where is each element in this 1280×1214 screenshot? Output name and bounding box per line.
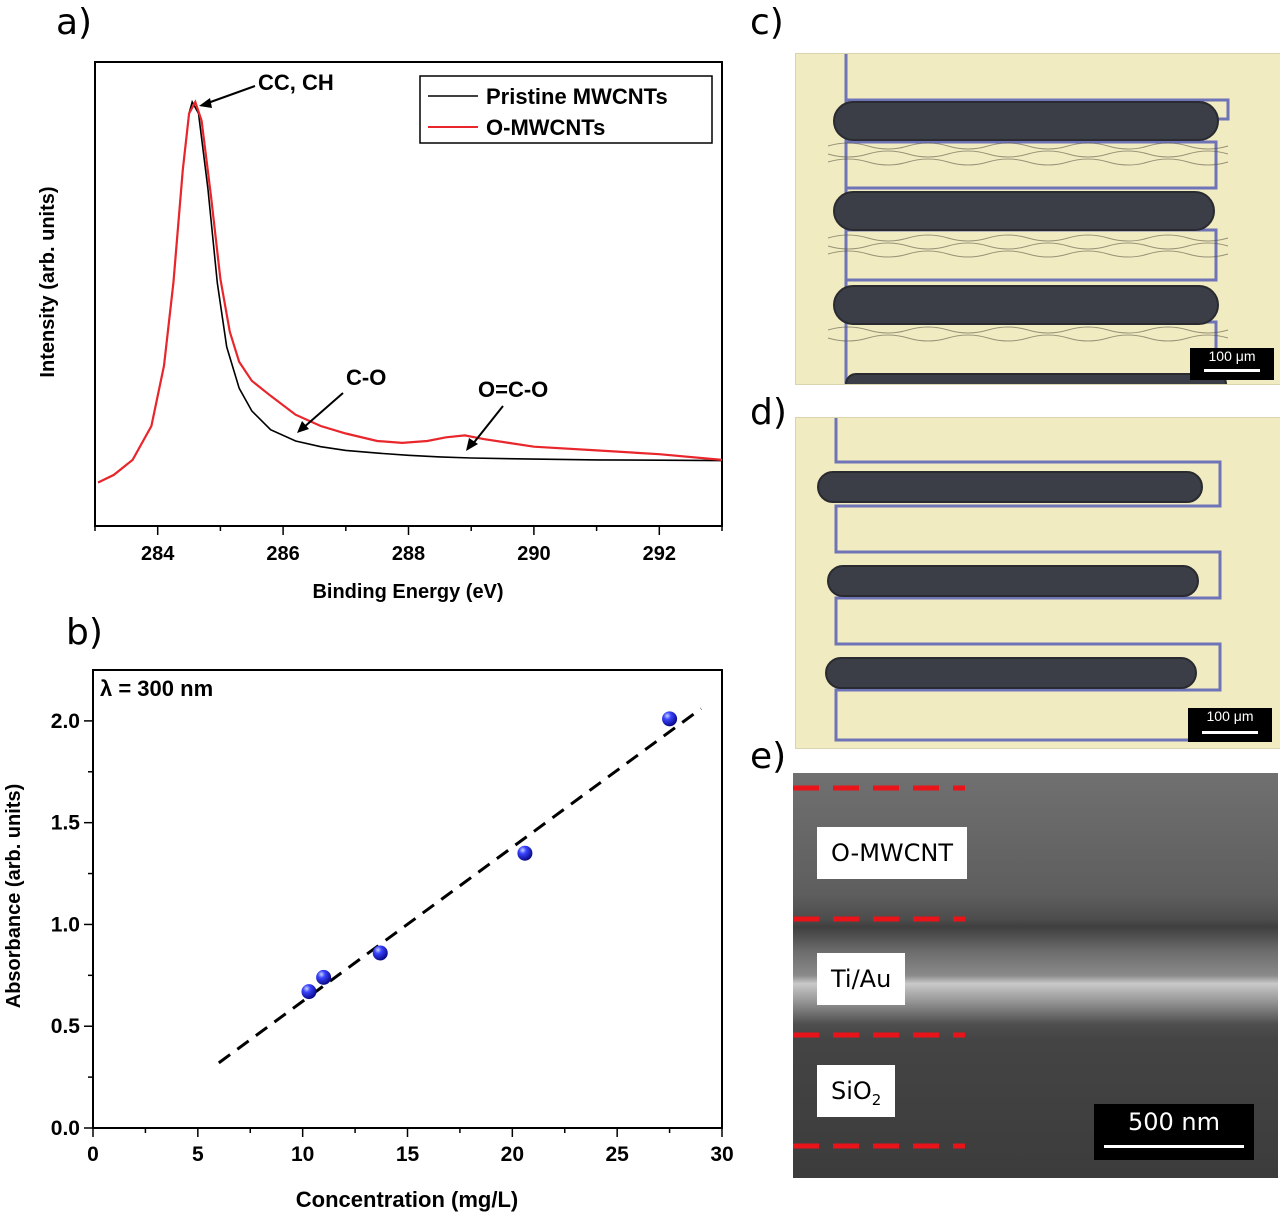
layer-label-omwcnt: O-MWCNT xyxy=(817,827,968,879)
arrowhead-o-c-o xyxy=(466,438,478,451)
absorbance-x-axis-title: Concentration (mg/L) xyxy=(296,1187,518,1212)
micrograph-d: 100 μm xyxy=(795,417,1280,749)
sem-scale-line xyxy=(1104,1145,1244,1148)
micrograph-d-drawing xyxy=(817,418,1226,742)
arrow-o-c-o xyxy=(471,405,504,446)
micrograph-d-scale-bar: 100 μm xyxy=(1188,708,1272,742)
xps-x-axis-title: Binding Energy (eV) xyxy=(312,581,503,603)
absorbance-x-tick-label: 15 xyxy=(396,1143,420,1166)
absorbance-y-tick-label: 0.0 xyxy=(51,1117,80,1140)
absorbance-y-tick-label: 2.0 xyxy=(51,710,80,733)
arrow-c-o xyxy=(302,392,344,429)
series-line-pristine xyxy=(97,99,723,484)
absorbance-x-tick-label: 20 xyxy=(501,1143,524,1166)
sem-scale-bar: 500 nm xyxy=(1094,1104,1254,1160)
sem-cross-section: O-MWCNT Ti/Au SiO2 500 nm xyxy=(793,773,1278,1178)
arrowhead-c-o xyxy=(297,421,309,433)
xps-x-tick-label: 292 xyxy=(643,543,676,565)
legend-label-pristine: Pristine MWCNTs xyxy=(486,84,668,109)
absorbance-chart: 0 5 10 15 20 25 30 0.0 0.5 1.0 1.5 2.0 λ = 300 nm C… xyxy=(3,669,734,1212)
data-point xyxy=(301,984,317,1000)
panel-label-c: c) xyxy=(750,2,784,43)
layer-label-tiau: Ti/Au xyxy=(817,953,906,1005)
annotation-c-o: C-O xyxy=(346,365,386,390)
sio2-main-text: SiO xyxy=(831,1077,872,1105)
arrowhead-cc-ch xyxy=(199,98,212,108)
absorbance-x-tick-label: 10 xyxy=(291,1143,314,1166)
annotation-cc-ch: CC, CH xyxy=(258,70,334,95)
sio2-subscript: 2 xyxy=(871,1090,882,1109)
absorbance-y-tick-label: 0.5 xyxy=(51,1015,81,1038)
micrograph-c-scale-bar: 100 μm xyxy=(1190,348,1274,380)
xps-x-tick-label: 288 xyxy=(392,543,425,565)
absorbance-x-tick-label: 0 xyxy=(87,1143,99,1166)
arrow-cc-ch xyxy=(204,85,256,105)
absorbance-plot-frame xyxy=(92,669,723,1129)
fit-line xyxy=(217,707,702,1065)
micrograph-c-scale-line xyxy=(1204,369,1260,372)
legend-label-omwcnt: O-MWCNTs xyxy=(486,115,605,140)
data-point xyxy=(662,711,678,727)
micrograph-c-drawing xyxy=(827,54,1230,384)
xps-x-tick-label: 286 xyxy=(266,543,299,565)
absorbance-x-tick-label: 30 xyxy=(710,1143,733,1166)
data-point xyxy=(517,845,533,861)
sem-scale-label: 500 nm xyxy=(1127,1108,1221,1136)
data-point xyxy=(316,969,332,985)
xps-x-tick-label: 284 xyxy=(141,543,175,565)
wavelength-annotation: λ = 300 nm xyxy=(100,676,213,701)
layer-label-sio2: SiO2 xyxy=(817,1065,896,1117)
absorbance-y-tick-label: 1.5 xyxy=(51,812,81,835)
micrograph-d-scale-line xyxy=(1202,731,1258,734)
absorbance-y-axis-title: Absorbance (arb. units) xyxy=(3,784,25,1008)
panel-label-b: b) xyxy=(66,612,103,653)
data-point xyxy=(372,945,388,961)
series-line-omwcnt xyxy=(97,99,723,484)
absorbance-x-tick-label: 25 xyxy=(605,1143,629,1166)
absorbance-x-tick-label: 5 xyxy=(192,1143,204,1166)
annotation-o-c-o: O=C-O xyxy=(478,377,548,402)
absorbance-y-tick-label: 1.0 xyxy=(51,913,80,936)
xps-y-axis-title: Intensity (arb. units) xyxy=(37,186,59,377)
xps-x-tick-label: 290 xyxy=(517,543,550,565)
sem-dash-lines xyxy=(793,785,965,1149)
micrograph-c-scale-label: 100 μm xyxy=(1208,348,1256,364)
xps-legend xyxy=(419,75,713,144)
panel-label-d: d) xyxy=(750,392,787,433)
panel-label-a: a) xyxy=(56,2,93,43)
micrograph-d-scale-label: 100 μm xyxy=(1206,708,1254,724)
micrograph-c: 100 μm xyxy=(795,53,1280,385)
panel-label-e: e) xyxy=(750,736,787,777)
xps-chart: 284 286 288 290 292 CC, CH C-O O=C-O Pristin… xyxy=(37,61,723,603)
